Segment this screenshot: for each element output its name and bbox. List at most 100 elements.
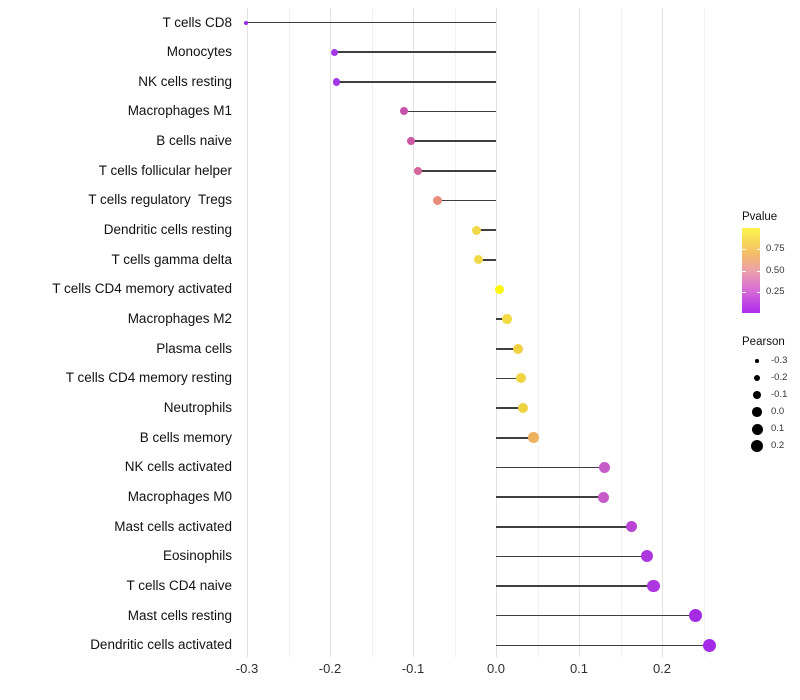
lollipop-stem <box>496 525 632 528</box>
y-axis-label: T cells gamma delta <box>111 251 232 267</box>
minor-gridline <box>620 8 622 657</box>
lollipop-dot <box>599 461 611 473</box>
lollipop-dot <box>528 432 539 443</box>
lollipop-dot <box>244 20 249 25</box>
lollipop-stem <box>336 81 496 83</box>
pvalue-tick-mark <box>756 291 760 293</box>
x-axis-tick-label: 0.2 <box>652 661 672 676</box>
lollipop-stem <box>410 140 496 142</box>
lollipop-stem <box>496 318 507 320</box>
x-axis-tick-label: 0.1 <box>569 661 589 676</box>
lollipop-dot <box>494 284 505 295</box>
lollipop-dot <box>332 78 341 86</box>
lollipop-stem <box>496 496 604 498</box>
minor-gridline <box>537 8 539 657</box>
x-axis-tick-label: -0.3 <box>235 661 259 676</box>
lollipop-stem <box>437 199 496 202</box>
lollipop-stem <box>496 466 605 469</box>
y-axis-label: T cells CD4 memory activated <box>52 281 232 297</box>
lollipop-dot <box>518 403 529 414</box>
pvalue-tick-mark <box>742 249 746 251</box>
pearson-legend-title: Pearson <box>742 336 785 348</box>
pearson-legend-dot <box>755 359 759 363</box>
pearson-legend-label: -0.3 <box>771 355 788 366</box>
pvalue-colorbar <box>742 228 760 313</box>
y-axis-label: NK cells activated <box>124 459 232 475</box>
pvalue-tick-mark <box>742 291 746 293</box>
pvalue-legend-title: Pvalue <box>742 211 778 223</box>
y-axis-label: Eosinophils <box>162 548 232 564</box>
y-axis-label: Monocytes <box>166 44 232 60</box>
major-gridline <box>330 8 331 657</box>
lollipop-dot <box>515 373 526 384</box>
major-gridline <box>579 8 580 657</box>
lollipop-dot <box>474 255 484 265</box>
minor-gridline <box>288 8 290 657</box>
y-axis-label: Dendritic cells activated <box>90 637 232 653</box>
lollipop-stem <box>496 585 654 587</box>
y-axis-label: B cells memory <box>139 429 232 445</box>
y-axis-label: T cells regulatory Tregs <box>88 192 232 208</box>
lollipop-dot <box>688 609 702 623</box>
y-axis-label: T cells follicular helper <box>98 162 232 178</box>
lollipop-stem <box>403 110 496 113</box>
lollipop-dot <box>432 195 442 205</box>
lollipop-stem <box>246 21 496 24</box>
pvalue-tick-mark <box>756 249 760 251</box>
y-axis-label: Macrophages M2 <box>127 311 232 327</box>
lollipop-dot <box>513 343 524 354</box>
lollipop-dot <box>625 520 638 533</box>
x-axis-tick-label: -0.2 <box>318 661 342 676</box>
lollipop-dot <box>330 48 338 56</box>
lollipop-dot <box>413 166 423 176</box>
pearson-legend-label: -0.2 <box>771 372 788 383</box>
pearson-legend-dot <box>750 439 764 453</box>
y-axis-label: NK cells resting <box>138 73 232 89</box>
pearson-legend-label: 0.2 <box>771 440 785 451</box>
minor-gridline <box>454 8 456 657</box>
lollipop-dot <box>641 550 654 563</box>
pvalue-tick-mark <box>756 270 760 272</box>
major-gridline <box>496 8 497 657</box>
lollipop-stem <box>478 258 496 261</box>
minor-gridline <box>703 8 705 657</box>
lollipop-stem <box>496 555 648 558</box>
pvalue-tick-label: 0.75 <box>766 243 785 255</box>
y-axis-label: T cells CD4 naive <box>126 578 232 594</box>
lollipop-dot <box>647 579 660 593</box>
lollipop-stem <box>496 436 534 439</box>
pearson-legend-label: 0.1 <box>771 423 785 434</box>
pvalue-tick-label: 0.50 <box>766 264 785 276</box>
lollipop-stem <box>334 51 496 53</box>
lollipop-stem <box>496 644 710 647</box>
pvalue-tick-label: 0.25 <box>766 285 785 297</box>
y-axis-label: Macrophages M1 <box>127 103 232 119</box>
lollipop-dot <box>399 107 408 116</box>
y-axis-label: T cells CD4 memory resting <box>65 370 232 386</box>
y-axis-label: Mast cells activated <box>114 518 232 534</box>
minor-gridline <box>371 8 373 657</box>
y-axis-label: Mast cells resting <box>127 607 232 623</box>
y-axis-label: Dendritic cells resting <box>103 222 232 238</box>
lollipop-dot <box>472 225 482 235</box>
lollipop-stem <box>496 407 524 409</box>
y-axis-label: Macrophages M0 <box>127 489 232 505</box>
x-axis-tick-label: -0.1 <box>401 661 425 676</box>
lollipop-dot <box>702 638 717 653</box>
lollipop-stem <box>476 229 496 231</box>
lollipop-stem <box>417 170 496 172</box>
pearson-legend-dot <box>751 423 763 435</box>
y-axis-label: B cells naive <box>156 133 232 149</box>
pearson-legend-dot <box>753 374 761 382</box>
y-axis-label: T cells CD8 <box>162 14 232 30</box>
major-gridline <box>413 8 414 657</box>
lollipop-stem <box>496 347 519 350</box>
pearson-legend-dot <box>752 407 762 417</box>
major-gridline <box>247 8 248 657</box>
pearson-legend-dot <box>753 391 761 399</box>
y-axis-label: Neutrophils <box>163 400 232 416</box>
pearson-legend-label: -0.1 <box>771 389 788 400</box>
lollipop-stem <box>496 377 521 380</box>
lollipop-dot <box>598 491 610 503</box>
